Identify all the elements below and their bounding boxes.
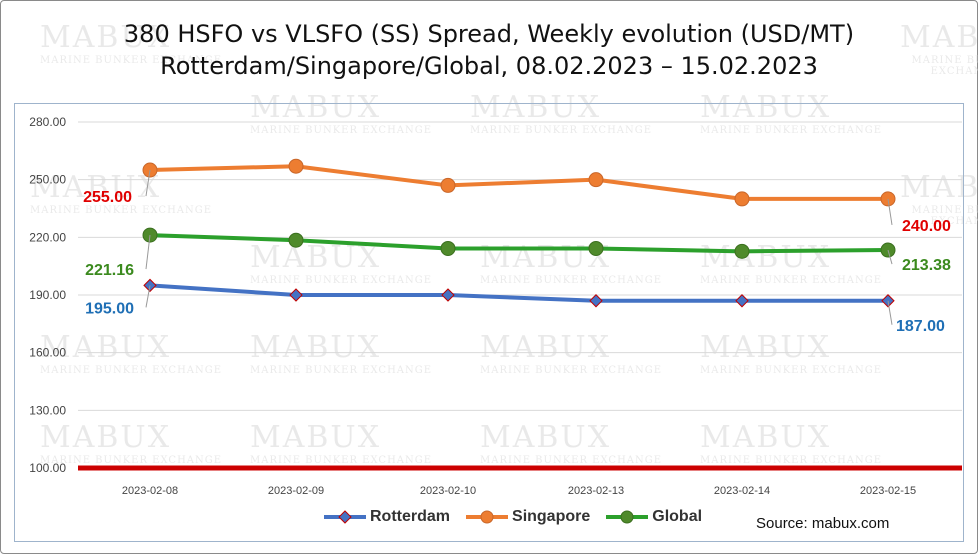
singapore-point: [440, 177, 456, 193]
singapore-legend-swatch: [466, 510, 509, 524]
rotterdam-point: [441, 288, 455, 302]
rotterdam-data-label-first: 195.00: [85, 300, 134, 317]
y-tick-label: 250.00: [29, 173, 66, 187]
y-tick-label: 100.00: [29, 461, 66, 475]
singapore-line: [149, 164, 888, 201]
x-tick-label: 2023-02-15: [860, 485, 916, 497]
singapore-data-label-first: 255.00: [83, 189, 132, 206]
chart-title-line-2: Rotterdam/Singapore/Global, 08.02.2023 –…: [160, 52, 818, 80]
rotterdam-point: [735, 294, 749, 308]
global-legend-swatch: [606, 510, 649, 524]
x-tick-label: 2023-02-14: [714, 485, 770, 497]
global-label-leader: [145, 235, 151, 270]
x-tick-label: 2023-02-13: [568, 485, 624, 497]
legend: Rotterdam Singapore Global: [322, 508, 702, 526]
chart-title-line-1: 380 HSFO vs VLSFO (SS) Spread, Weekly ev…: [123, 20, 855, 48]
rotterdam-data-label-last: 187.00: [896, 318, 945, 335]
legend-item-singapore: Singapore: [464, 508, 590, 526]
global-point: [588, 240, 604, 256]
legend-item-global: Global: [604, 508, 702, 526]
singapore-label-leader: [145, 169, 151, 197]
global-point: [440, 240, 456, 256]
singapore-point: [588, 172, 604, 188]
rotterdam-legend-swatch: [324, 510, 366, 524]
chart-title: 380 HSFO vs VLSFO (SS) Spread, Weekly ev…: [0, 18, 978, 82]
y-tick-label: 130.00: [29, 403, 66, 417]
y-tick-label: 160.00: [29, 346, 66, 360]
x-tick-label: 2023-02-08: [122, 485, 178, 497]
global-data-label-last: 213.38: [902, 257, 951, 274]
global-line: [149, 233, 889, 254]
global-label-leader: [887, 249, 893, 265]
global-data-label-first: 221.16: [85, 262, 134, 279]
legend-label-rotterdam: Rotterdam: [370, 508, 451, 525]
plot-area-border: [14, 103, 964, 542]
singapore-label-leader: [887, 198, 893, 225]
rotterdam-point: [289, 288, 303, 302]
rotterdam-label-leader: [887, 300, 893, 325]
y-tick-label: 220.00: [29, 230, 66, 244]
rotterdam-point: [589, 294, 603, 308]
legend-label-singapore: Singapore: [512, 508, 591, 525]
legend-label-global: Global: [652, 508, 703, 525]
rotterdam-label-leader: [145, 285, 151, 308]
x-tick-label: 2023-02-09: [268, 485, 324, 497]
singapore-point: [288, 158, 304, 174]
y-tick-label: 280.00: [29, 115, 66, 129]
singapore-data-label-last: 240.00: [902, 218, 951, 235]
rotterdam-line: [149, 283, 888, 303]
global-point: [734, 243, 750, 259]
y-tick-label: 190.00: [29, 288, 66, 302]
global-point: [288, 232, 304, 248]
legend-item-rotterdam: Rotterdam: [322, 508, 450, 526]
source-note: Source: mabux.com: [756, 515, 890, 532]
singapore-point: [734, 191, 750, 207]
x-tick-label: 2023-02-10: [420, 485, 476, 497]
